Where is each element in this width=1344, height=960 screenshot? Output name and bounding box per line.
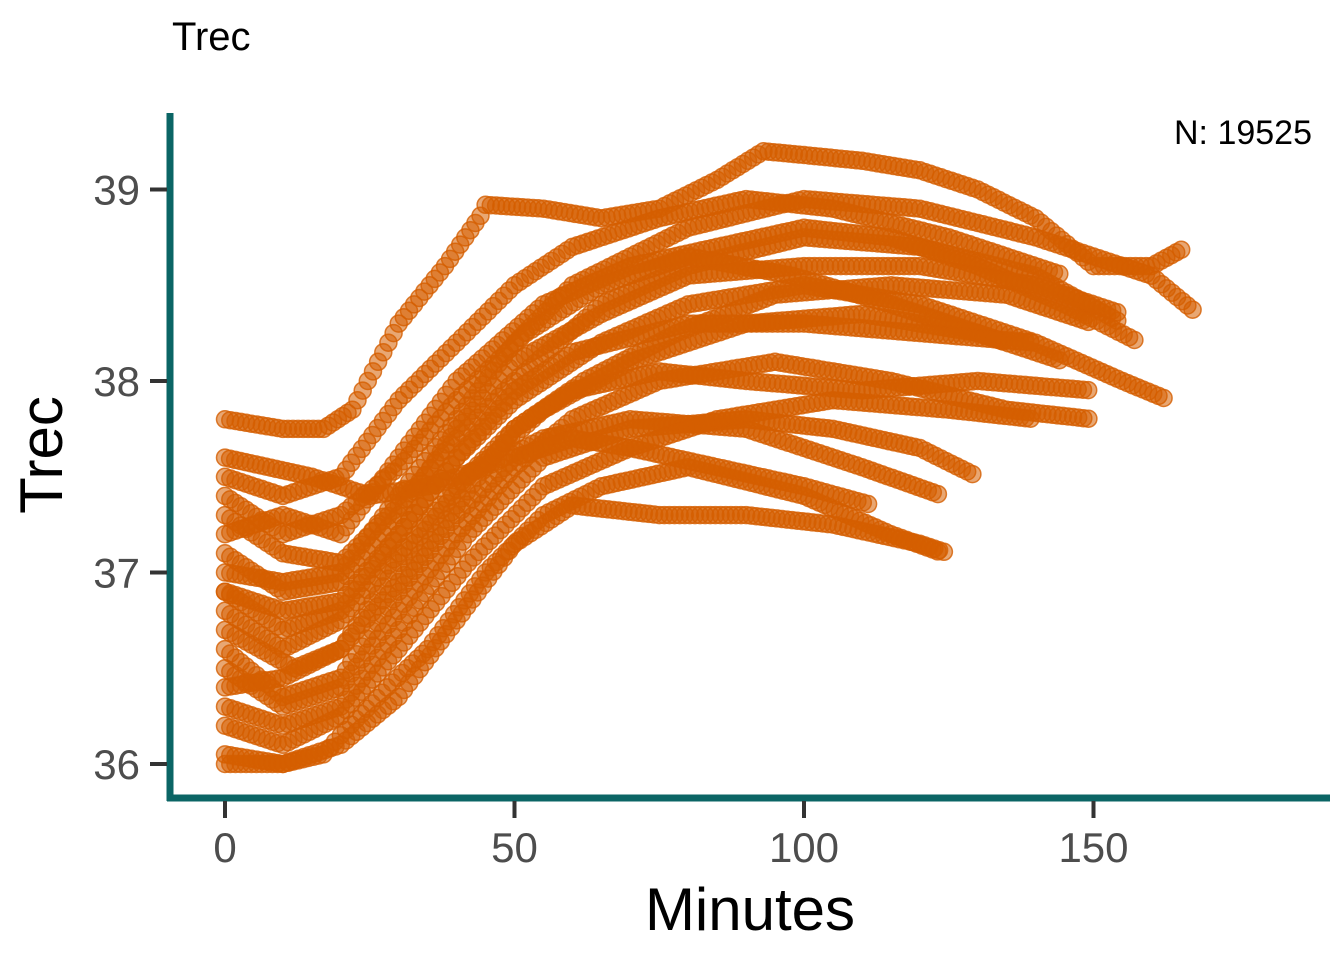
x-tick-label: 150	[1058, 824, 1128, 871]
data-point	[963, 464, 982, 484]
data-point	[1171, 240, 1191, 259]
data-point	[1050, 350, 1069, 370]
data-point	[1079, 409, 1098, 428]
x-tick-label: 100	[769, 824, 839, 871]
chart-title: Trec	[172, 15, 251, 59]
y-tick-label: 37	[93, 550, 140, 597]
data-point	[1125, 330, 1144, 350]
data-point	[1154, 388, 1173, 408]
y-tick-label: 36	[93, 741, 140, 788]
data-point	[1021, 409, 1040, 428]
plot-points	[215, 141, 1202, 774]
data-point	[1183, 300, 1202, 319]
data-point	[858, 494, 878, 514]
data-point	[928, 484, 948, 504]
axes	[166, 113, 1330, 802]
y-tick-label: 38	[93, 358, 140, 405]
y-ticks: 36 37 38 39	[93, 167, 167, 788]
data-point	[934, 542, 954, 562]
data-point	[1078, 380, 1098, 400]
x-tick-label: 0	[213, 824, 236, 871]
x-ticks: 0 50 100 150	[213, 801, 1129, 871]
data-point	[1079, 312, 1098, 332]
data-point	[1021, 333, 1040, 352]
y-tick-label: 39	[93, 167, 140, 214]
data-point	[1050, 264, 1069, 284]
sample-size-annotation: N: 19525	[1174, 114, 1312, 152]
data-point	[1108, 303, 1127, 322]
x-axis-label: Minutes	[645, 876, 855, 943]
x-tick-label: 50	[491, 824, 538, 871]
y-axis-label: Trec	[8, 396, 75, 514]
